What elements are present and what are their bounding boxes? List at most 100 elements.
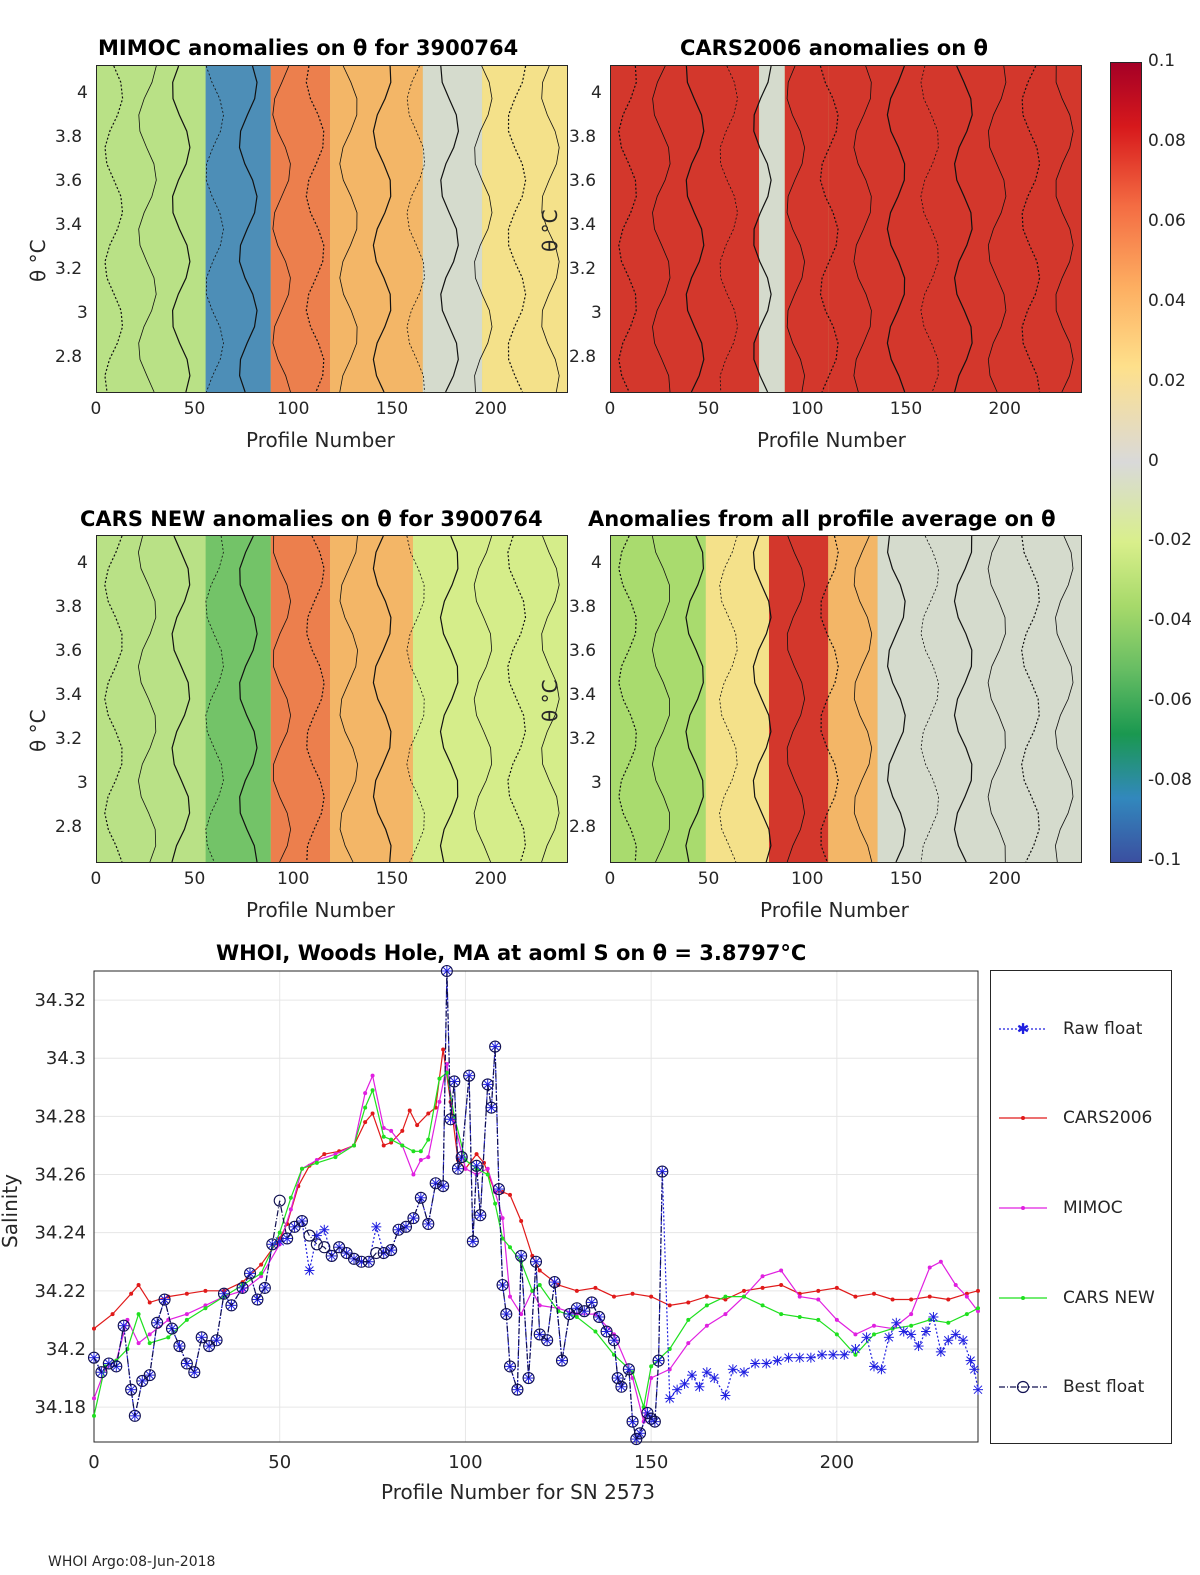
point-best-float [437,1180,450,1193]
point-best-float [95,1366,108,1379]
point-cars2006 [667,1303,672,1308]
contour-line [104,536,123,862]
point-best-float [318,1241,331,1254]
contour-line [138,66,157,392]
contour-line [820,536,839,862]
point-best-float [607,1334,621,1347]
y-tick-label: 3.2 [55,258,83,279]
point-best-float [325,1249,338,1262]
y-tick-label: 3.6 [569,170,597,191]
point-best-float [195,1331,208,1344]
point-mimoc [938,1259,943,1264]
anomaly-band [205,66,271,392]
y-tick-label: 3 [77,302,88,323]
point-raw-float [805,1352,816,1363]
contour-line [372,66,392,392]
point-cars-new [834,1332,839,1337]
point-cars2006 [370,1111,375,1116]
chart-border [93,970,979,1443]
point-raw-float [750,1358,761,1369]
chart-frame [93,970,979,1443]
x-tick-label: 150 [375,399,409,419]
point-raw-float [876,1364,887,1375]
point-raw-float [906,1329,917,1340]
point-best-float [500,1308,513,1321]
point-raw-float [869,1361,879,1372]
point-raw-float [679,1378,690,1389]
point-raw-float [274,1236,285,1247]
point-best-float [600,1325,613,1338]
contour-line [238,66,258,392]
legend-marker-cars-new [1021,1296,1025,1300]
point-best-float [165,1322,179,1335]
point-cars2006 [779,1283,784,1287]
point-mimoc [816,1297,821,1302]
point-cars2006 [363,1120,368,1125]
point-cars-new [909,1323,914,1328]
point-best-float [448,1075,461,1088]
point-best-float [645,1412,658,1425]
panel-plot-area [610,65,1082,393]
x-tick-label: 200 [988,399,1021,419]
footer-credit: WHOI Argo:08-Jun-2018 [48,1554,216,1570]
point-cars-new [760,1303,765,1308]
point-best-float [633,1427,647,1440]
point-best-float [652,1354,665,1367]
x-tick-label: 50 [183,869,206,889]
point-best-float [503,1360,517,1373]
y-tick-label: 34.28 [34,1106,86,1127]
anomaly-band [422,66,483,392]
point-best-float [236,1281,249,1294]
anomaly-band [828,536,878,862]
x-tick-label: 150 [375,869,409,889]
contour-line [618,66,637,392]
point-mimoc [976,1309,980,1314]
x-tick-label: 150 [634,1452,668,1473]
point-raw-float [921,1326,931,1337]
y-tick-label: 34.22 [34,1281,86,1302]
point-raw-float [438,1181,449,1192]
point-cars-new [363,1105,368,1110]
point-cars-new [370,1088,375,1093]
point-cars2006 [147,1300,152,1305]
point-cars-new [411,1149,416,1154]
point-cars-new [723,1294,728,1299]
point-cars-new [437,1076,442,1081]
point-cars-new [277,1230,282,1235]
point-best-float [656,1165,669,1178]
point-cars2006 [407,1108,412,1113]
point-cars-new [667,1346,672,1351]
point-raw-float [817,1349,827,1360]
point-best-float [463,1069,476,1082]
point-cars2006 [946,1297,951,1302]
anomaly-band [482,66,567,392]
point-raw-float [973,1384,983,1395]
contour-line [372,536,392,862]
point-raw-float [969,1364,980,1375]
point-best-float [611,1371,624,1385]
contour-line [507,536,527,862]
point-cars2006 [129,1291,134,1296]
y-tick-label: 34.18 [34,1397,86,1418]
point-raw-float [415,1192,426,1203]
point-cars-new [816,1317,821,1322]
point-cars-new [166,1335,171,1340]
point-best-float [529,1255,543,1268]
legend-marker-cars2006 [1021,1116,1025,1120]
panel-plot-area [610,535,1082,863]
point-best-float [281,1232,294,1245]
panel-plot-area [96,535,568,863]
y-tick-label: 2.8 [569,816,597,837]
point-cars2006 [649,1294,654,1299]
point-cars-new [203,1306,208,1311]
contour-line [205,66,224,392]
point-raw-float [304,1265,315,1276]
point-raw-float [794,1352,805,1363]
point-best-float [203,1340,216,1353]
anomaly-band [705,536,769,862]
point-best-float [102,1357,115,1370]
point-cars2006 [890,1297,895,1302]
point-best-float [288,1220,301,1233]
point-raw-float [245,1268,255,1279]
point-cars2006 [612,1294,616,1299]
